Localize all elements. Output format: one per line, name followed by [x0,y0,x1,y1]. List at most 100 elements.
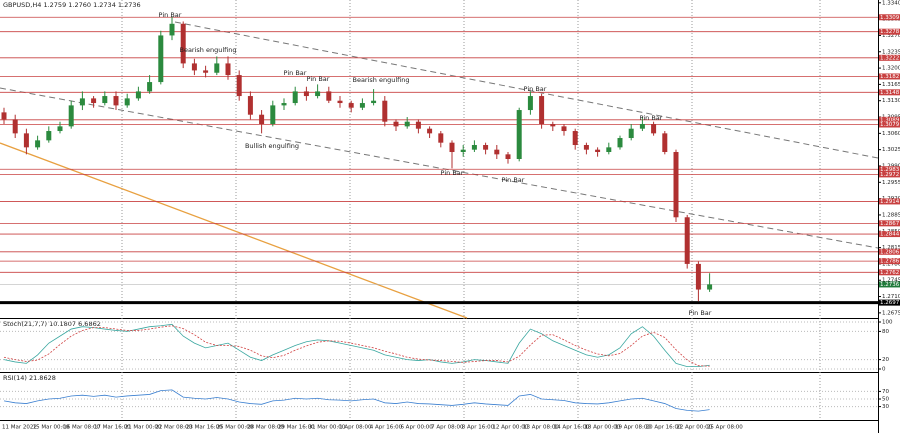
pattern-label: Bullish engulfing [245,142,299,150]
level-label: 1.3222 [880,55,899,61]
y-tick-label: 0 [882,367,886,373]
candle-body [326,91,332,101]
y-tick-label: 80 [882,329,889,335]
level-tag [879,231,900,238]
candle-body [662,133,668,153]
candle-body [292,91,298,104]
x-tick-label: 15 Mar 00:00 [33,425,70,431]
pattern-label: Bearish engulfing [352,76,409,84]
level-tag [879,121,900,128]
y-tick-label: 1.2745 [882,278,900,284]
level-label: 1.2983 [880,167,900,173]
candle-body [651,124,657,134]
candle-body [583,145,589,150]
indicator-line [3,389,710,412]
support-label: 1.2697 [880,300,900,306]
level-tag [879,220,900,227]
candle-body [483,145,489,150]
x-tick-label: 1 Apr 08:00 [339,425,372,431]
x-tick-label: 14 Apr 16:00 [554,425,590,431]
candle-body [214,63,220,73]
candle-body [1,112,7,120]
y-tick-label: 1.3060 [882,131,900,137]
candle-body [348,103,354,108]
candle-body [315,91,321,97]
candle-body [259,114,265,125]
pattern-label: Pin Bar [441,169,464,177]
x-tick-label: 7 Apr 08:00 [431,425,464,431]
candle-body [23,133,29,148]
x-tick-label: 23 Mar 16:00 [186,425,223,431]
candle-body [539,96,545,125]
candle-body [35,140,41,148]
pattern-label: Pin Bar [524,85,547,93]
level-tag [879,89,900,96]
level-tag [879,269,900,276]
x-tick-label: 4 Apr 16:00 [370,425,403,431]
candle-body [393,121,399,127]
candle-body [415,121,421,129]
candle-body [404,121,410,127]
level-tag [879,14,900,21]
y-tick-label: 30 [882,404,889,410]
y-tick-label: 1.3165 [882,82,900,88]
candle-body [12,119,18,134]
candle-body [236,75,242,97]
y-tick-label: 1.2710 [882,294,900,300]
y-tick-label: 100 [882,320,893,326]
x-tick-label: 28 Mar 08:00 [247,425,284,431]
level-label: 1.2762 [880,270,899,276]
candle-body [494,149,500,155]
pattern-label: Pin Bar [640,114,663,122]
candle-body [505,154,511,159]
x-tick-label: 8 Apr 16:00 [462,425,495,431]
pattern-label: Pin Bar [284,69,307,77]
x-tick-label: 11 Mar 2022 [2,425,37,431]
candle-body [707,284,713,290]
x-tick-label: 25 Apr 08:00 [707,425,743,431]
indicator-line [3,325,710,367]
y-tick-label: 1.2955 [882,180,900,186]
candle-body [270,105,276,125]
candle-body [359,103,365,108]
candle-body [371,100,377,104]
candle-body [147,82,153,92]
level-label: 1.3309 [880,15,900,21]
candle-body [460,149,466,153]
candle-body [561,126,567,132]
candle-body [169,23,175,36]
candle-body [180,23,186,64]
level-tag [879,28,900,35]
level-label: 1.3278 [880,29,900,35]
bid-tag [879,281,900,288]
candle-body [281,103,287,106]
y-tick-label: 1.3235 [882,49,900,55]
x-tick-label: 25 Mar 00:00 [217,425,254,431]
y-tick-label: 1.3025 [882,147,900,153]
x-tick-label: 20 Apr 16:00 [646,425,682,431]
candle-body [427,128,433,134]
level-tag [879,171,900,178]
level-tag [879,198,900,205]
candle-body [572,131,578,146]
candle-body [449,142,455,153]
x-tick-label: 31 Mar 00:00 [309,425,346,431]
level-label: 1.2867 [880,221,900,227]
level-tag [879,73,900,80]
y-tick-label: 70 [882,389,889,395]
candle-body [550,124,556,127]
candle-body [203,70,209,73]
candle-body [247,96,253,115]
x-tick-label: 16 Mar 08:00 [63,425,100,431]
x-tick-label: 22 Mar 08:00 [155,425,192,431]
y-tick-label: 1.3200 [882,66,900,72]
level-label: 1.3148 [880,90,900,96]
x-tick-label: 19 Apr 08:00 [615,425,651,431]
y-tick-label: 50 [882,397,889,403]
x-tick-label: 22 Apr 00:00 [676,425,712,431]
candle-body [135,91,141,99]
level-label: 1.2806 [880,249,900,255]
x-tick-label: 18 Apr 00:00 [584,425,620,431]
